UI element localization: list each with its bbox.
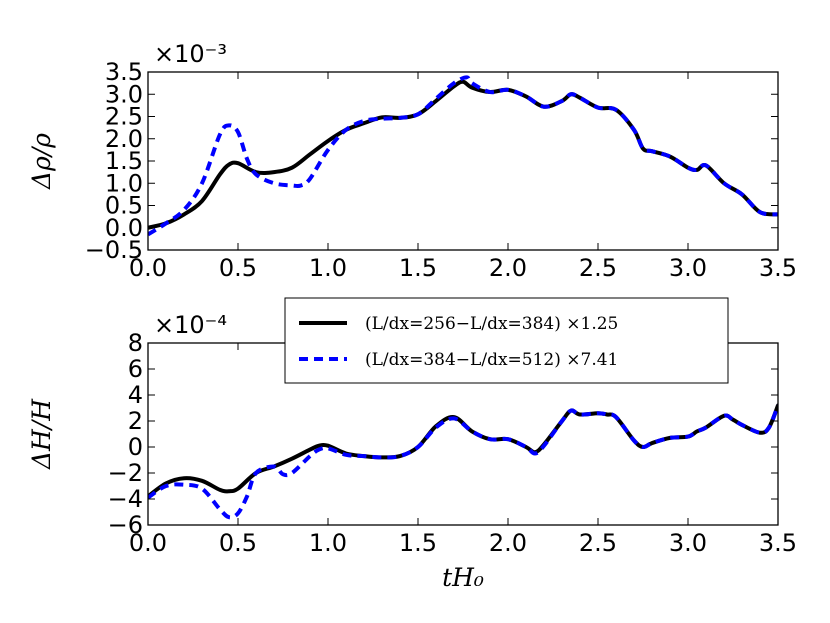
y-tick-label: 2: [128, 407, 143, 435]
x-tick-label: 0.5: [219, 529, 257, 557]
x-tick-label: 3.0: [669, 529, 707, 557]
y-tick-label: −2: [108, 459, 143, 487]
y-tick-label: −6: [108, 511, 143, 539]
legend: (L/dx=256−L/dx=384) ×1.25 (L/dx=384−L/dx=…: [284, 297, 729, 384]
x-tick-label: 1.0: [309, 254, 347, 282]
y-tick-label: −0.5: [85, 236, 143, 264]
y-tick-label: 3.0: [105, 80, 143, 108]
legend-box: [284, 297, 729, 384]
series-line-blue-dashed: [148, 75, 778, 237]
series-line-blue-dashed: [148, 404, 778, 520]
x-tick-label: 1.5: [399, 529, 437, 557]
x-axis-label: tH₀: [442, 563, 484, 592]
y-axis-label: Δρ/ρ: [27, 133, 56, 190]
axes-frame: [147, 71, 779, 251]
y-offset-label: ×10⁻³: [154, 40, 227, 68]
y-offset-label: ×10⁻⁴: [154, 311, 227, 339]
series-line-black-solid: [148, 403, 778, 499]
x-tick-label: 2.5: [579, 529, 617, 557]
series-line-black-solid: [148, 79, 778, 230]
x-tick-label: 1.0: [309, 529, 347, 557]
x-tick-label: 0.5: [219, 254, 257, 282]
x-tick-label: 3.0: [669, 254, 707, 282]
x-tick-label: 3.5: [759, 529, 797, 557]
x-tick-label: 2.0: [489, 254, 527, 282]
y-tick-label: 3.5: [105, 58, 143, 86]
y-tick-label: 4: [128, 381, 143, 409]
legend-label: (L/dx=256−L/dx=384) ×1.25: [365, 314, 618, 334]
top-panel: 0.0 0.5 1.0 1.5 2.0 2.5 3.0 3.5−0.50.00.51.01.5…: [27, 40, 797, 282]
y-tick-label: 6: [128, 355, 143, 383]
x-tick-label: 0.0: [129, 254, 167, 282]
x-tick-label: 0.0: [129, 529, 167, 557]
x-tick-label: 2.5: [579, 254, 617, 282]
y-tick-label: −4: [108, 485, 143, 513]
y-tick-label: 0.5: [105, 192, 143, 220]
y-tick-label: 8: [128, 329, 143, 357]
legend-label: (L/dx=384−L/dx=512) ×7.41: [365, 350, 618, 370]
y-tick-label: 0: [128, 433, 143, 461]
y-axis-label: ΔH/H: [27, 398, 56, 470]
y-tick-label: 0.0: [105, 214, 143, 242]
y-tick-label: 2.0: [105, 125, 143, 153]
y-tick-label: 1.0: [105, 169, 143, 197]
y-tick-label: 1.5: [105, 147, 143, 175]
x-tick-label: 3.5: [759, 254, 797, 282]
x-tick-label: 1.5: [399, 254, 437, 282]
y-tick-label: 2.5: [105, 103, 143, 131]
x-tick-label: 2.0: [489, 529, 527, 557]
